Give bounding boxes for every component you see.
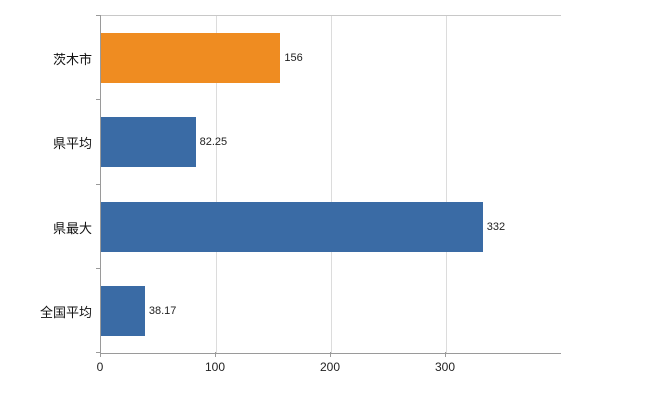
bar-value-label: 82.25 (199, 136, 228, 149)
bar-3 (101, 201, 483, 252)
category-label: 県最大 (52, 220, 92, 236)
y-axis-tick (96, 15, 101, 16)
x-tick-label: 0 (96, 360, 104, 374)
x-axis-tick (215, 352, 216, 357)
gridline (216, 16, 217, 353)
bar-1 (101, 33, 281, 84)
x-tick-label: 100 (204, 360, 226, 374)
y-axis-tick (96, 352, 101, 353)
x-axis-tick (100, 352, 101, 357)
gridline (331, 16, 332, 353)
bar-value-label: 38.17 (148, 304, 177, 317)
y-axis-tick (96, 267, 101, 269)
x-tick-label: 300 (434, 360, 456, 374)
bar-4 (101, 285, 145, 336)
category-label: 県平均 (52, 136, 92, 152)
x-axis-tick (330, 352, 331, 357)
x-tick-label: 200 (319, 360, 341, 374)
bar-value-label: 332 (486, 220, 506, 233)
gridline (446, 16, 447, 353)
bar-2 (101, 117, 196, 168)
bar-value-label: 156 (284, 52, 303, 65)
category-label: 茨木市 (52, 52, 92, 68)
y-axis-tick (96, 99, 101, 101)
x-axis-tick (445, 352, 446, 357)
category-label: 全国平均 (39, 304, 92, 320)
plot-area: 156 82.25 332 38.17 (100, 15, 561, 354)
y-axis-tick (96, 183, 101, 185)
